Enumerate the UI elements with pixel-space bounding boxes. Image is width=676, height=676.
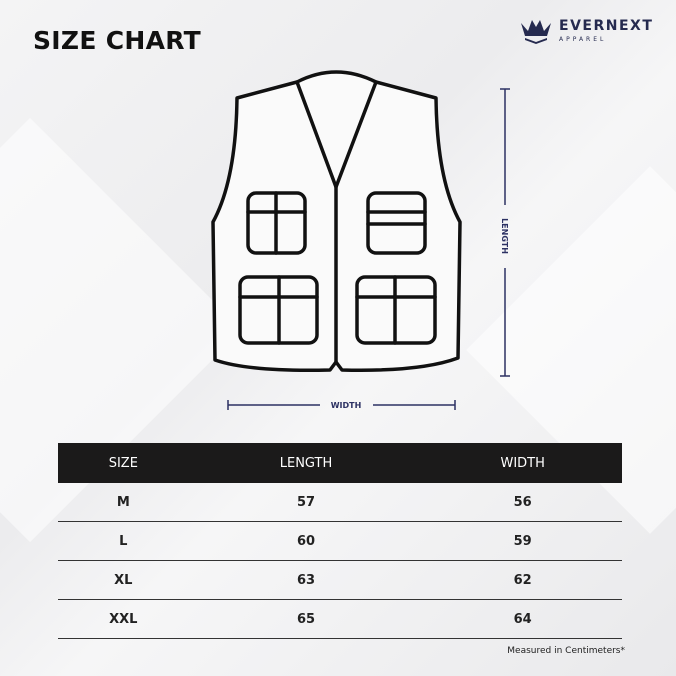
page-title: SIZE CHART [33,26,202,55]
brand-name: EVERNEXT [559,18,654,34]
cell-width: 56 [423,483,622,522]
cell-size: M [58,483,189,522]
table-row: L 60 59 [58,521,622,561]
table-row: XL 63 62 [58,560,622,600]
cell-size: XL [58,560,189,600]
measurement-note: Measured in Centimeters* [507,646,625,656]
cell-width: 59 [423,521,622,561]
width-label: WIDTH [331,401,362,410]
header-size: SIZE [58,443,189,483]
cell-size: L [58,521,189,561]
brand-logo: EVERNEXT APPAREL [519,17,653,45]
cell-length: 57 [188,483,424,522]
cell-length: 65 [188,599,424,639]
table-row: M 57 56 [58,483,622,522]
brand-tagline: APPAREL [559,36,607,43]
cell-width: 62 [423,560,622,600]
cell-length: 63 [188,560,424,600]
width-measure [227,400,456,410]
header-length: LENGTH [188,443,424,483]
crown-icon [521,20,551,44]
header-width: WIDTH [423,443,622,483]
table-header: SIZE LENGTH WIDTH [58,443,622,483]
size-table: SIZE LENGTH WIDTH M 57 56 L 60 59 XL 63 62 XXL… [58,443,622,639]
length-measure [500,88,510,377]
vest-diagram: LENGTH WIDTH [211,70,510,410]
table-row: XXL 65 64 [58,599,622,639]
cell-length: 60 [188,521,424,561]
length-label: LENGTH [500,218,509,254]
cell-width: 64 [423,599,622,639]
vest-outline [211,70,462,373]
cell-size: XXL [58,599,189,639]
